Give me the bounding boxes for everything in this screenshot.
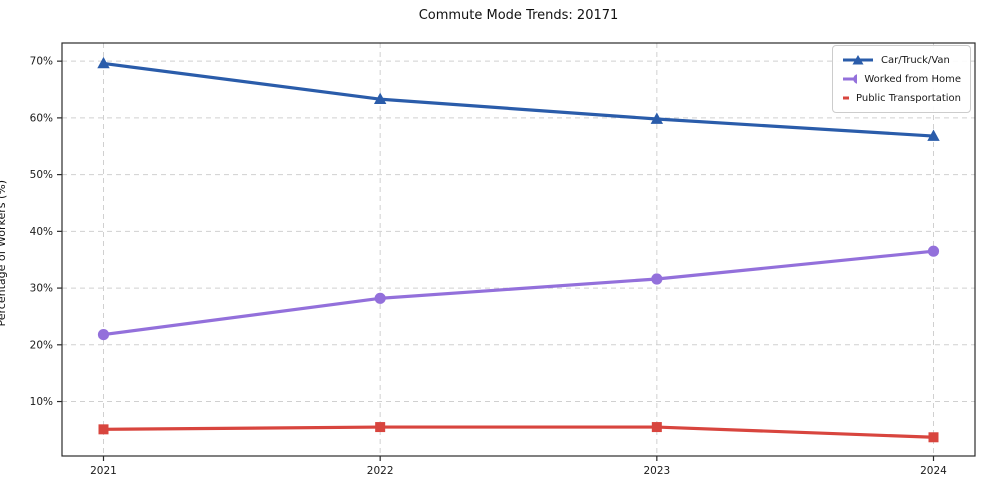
legend-item: Car/Truck/Van bbox=[842, 53, 961, 67]
series-line bbox=[101, 61, 936, 138]
legend-label: Public Transportation bbox=[856, 92, 961, 104]
data-point-square bbox=[98, 424, 109, 435]
y-tick-label: 20% bbox=[30, 339, 53, 351]
y-tick-label: 70% bbox=[30, 56, 53, 68]
legend-label: Worked from Home bbox=[864, 73, 961, 85]
plot-border bbox=[61, 42, 976, 457]
data-point-circle bbox=[651, 273, 663, 285]
chart-title: Commute Mode Trends: 20171 bbox=[418, 8, 619, 23]
data-point-square bbox=[928, 432, 939, 443]
y-tick-label: 30% bbox=[30, 283, 53, 295]
legend-swatch-triangle-icon bbox=[843, 55, 873, 65]
series-line bbox=[101, 249, 936, 337]
y-tick-label: 50% bbox=[30, 169, 53, 181]
data-point-triangle bbox=[650, 112, 664, 124]
y-tick-label: 10% bbox=[30, 396, 53, 408]
data-point-triangle bbox=[373, 92, 387, 104]
data-point-circle bbox=[97, 328, 110, 341]
x-tick-label: 2022 bbox=[367, 465, 394, 477]
x-tick-label: 2024 bbox=[920, 465, 947, 477]
data-point-circle bbox=[374, 292, 386, 304]
data-point-triangle bbox=[97, 56, 110, 69]
y-tick-label: 60% bbox=[30, 112, 53, 124]
y-tick-label: 40% bbox=[30, 226, 53, 238]
legend-item: Worked from Home bbox=[842, 72, 961, 86]
data-point-circle bbox=[927, 245, 940, 257]
legend-label: Car/Truck/Van bbox=[881, 54, 950, 66]
x-tick-label: 2023 bbox=[643, 465, 670, 477]
data-point-triangle bbox=[927, 129, 940, 141]
legend-swatch-square-icon bbox=[843, 96, 850, 100]
legend: Car/Truck/Van Worked from Home Public Tran… bbox=[832, 45, 971, 113]
data-point-square bbox=[651, 422, 662, 433]
legend-swatch-circle-icon bbox=[843, 74, 858, 84]
x-tick-label: 2021 bbox=[90, 465, 117, 477]
series-line bbox=[101, 425, 936, 439]
data-point-square bbox=[375, 422, 386, 433]
legend-item: Public Transportation bbox=[842, 91, 961, 105]
